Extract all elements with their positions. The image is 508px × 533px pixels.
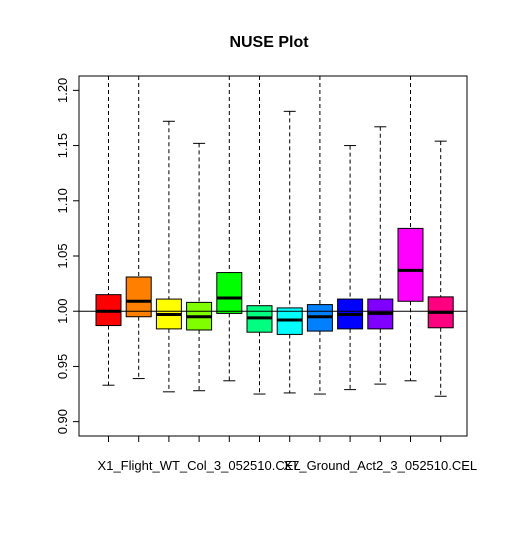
box-11 bbox=[397, 76, 424, 382]
box-1 bbox=[95, 76, 122, 386]
box-5 bbox=[216, 76, 243, 382]
y-tick-label: 1.10 bbox=[55, 188, 70, 213]
x-tick-label: X7_Ground_Act2_3_052510.CEL bbox=[283, 458, 477, 473]
y-tick-label: 0.90 bbox=[55, 409, 70, 434]
y-tick-label: 1.05 bbox=[55, 243, 70, 268]
y-tick-label: 1.15 bbox=[55, 133, 70, 158]
x-axis: X1_Flight_WT_Col_3_052510.CELX7_Ground_A… bbox=[98, 435, 477, 473]
x-tick-label: X1_Flight_WT_Col_3_052510.CEL bbox=[98, 458, 301, 473]
box-body bbox=[216, 272, 243, 314]
chart-title: NUSE Plot bbox=[229, 34, 309, 51]
box-6 bbox=[246, 76, 273, 395]
box-body bbox=[125, 276, 152, 318]
box-4 bbox=[186, 142, 213, 392]
box-9 bbox=[337, 145, 364, 391]
box-8 bbox=[306, 76, 333, 395]
box-body bbox=[397, 227, 424, 302]
y-tick-label: 1.00 bbox=[55, 299, 70, 324]
box-2 bbox=[125, 76, 152, 380]
box-3 bbox=[155, 120, 182, 393]
y-axis: 0.90 0.95 1.00 1.05 1.10 1.15 1.20 bbox=[55, 78, 80, 434]
y-tick-label: 0.95 bbox=[55, 354, 70, 379]
y-tick-label: 1.20 bbox=[55, 78, 70, 103]
box-7 bbox=[276, 110, 303, 394]
boxes bbox=[95, 76, 454, 397]
box-10 bbox=[367, 126, 394, 385]
box-12 bbox=[427, 140, 454, 397]
